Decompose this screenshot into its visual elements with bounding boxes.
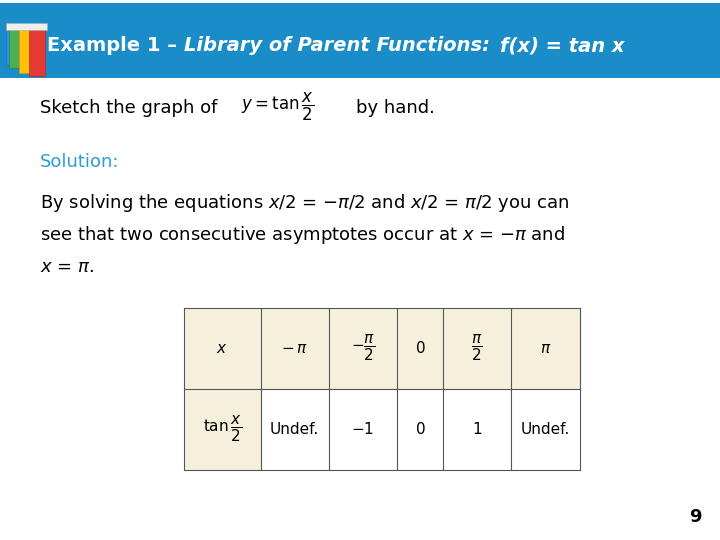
- Text: $-\,\pi$: $-\,\pi$: [282, 341, 308, 356]
- Text: $-\dfrac{\pi}{2}$: $-\dfrac{\pi}{2}$: [351, 333, 375, 363]
- Bar: [6, 24, 14, 65]
- Text: see that two consecutive asymptotes occur at $x$ = $-\pi$ and: see that two consecutive asymptotes occu…: [40, 224, 564, 246]
- Text: Undef.: Undef.: [521, 422, 570, 437]
- Text: $y = \tan\dfrac{x}{2}$: $y = \tan\dfrac{x}{2}$: [241, 91, 315, 123]
- Text: $\dfrac{\pi}{2}$: $\dfrac{\pi}{2}$: [472, 333, 483, 363]
- Text: Undef.: Undef.: [270, 422, 320, 437]
- Text: Library of Parent Functions:: Library of Parent Functions:: [184, 36, 496, 55]
- Bar: [19, 24, 34, 73]
- Text: 9: 9: [690, 509, 702, 526]
- Text: Sketch the graph of: Sketch the graph of: [40, 99, 217, 117]
- Text: $-1$: $-1$: [351, 421, 374, 437]
- Text: $x$ = $\pi$.: $x$ = $\pi$.: [40, 258, 94, 276]
- Bar: [0, 3, 720, 78]
- Text: $1$: $1$: [472, 421, 482, 437]
- Bar: [29, 30, 45, 76]
- Text: By solving the equations $x$/2 = $-\pi$/2 and $x$/2 = $\pi$/2 you can: By solving the equations $x$/2 = $-\pi$/…: [40, 192, 569, 213]
- Text: $\pi$: $\pi$: [540, 341, 552, 356]
- Bar: [184, 308, 261, 470]
- Bar: [9, 24, 25, 68]
- Text: f(x) = tan x: f(x) = tan x: [500, 36, 625, 55]
- Text: by hand.: by hand.: [356, 99, 436, 117]
- Text: $0$: $0$: [415, 421, 426, 437]
- Text: Solution:: Solution:: [40, 153, 119, 171]
- Text: $0$: $0$: [415, 340, 426, 356]
- Bar: [6, 23, 47, 30]
- Text: $x$: $x$: [216, 341, 228, 356]
- Bar: [184, 308, 580, 389]
- Text: Example 1 –: Example 1 –: [47, 36, 184, 55]
- Text: $\tan\dfrac{x}{2}$: $\tan\dfrac{x}{2}$: [202, 414, 242, 444]
